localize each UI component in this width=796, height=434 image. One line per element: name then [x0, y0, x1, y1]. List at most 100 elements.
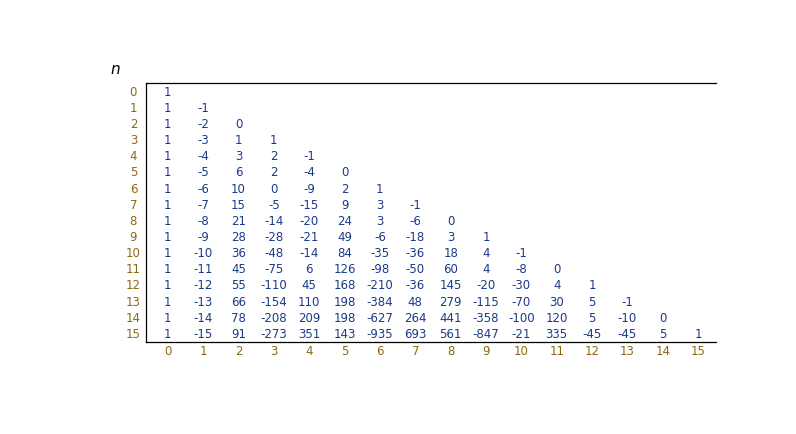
- Text: -110: -110: [260, 279, 287, 292]
- Text: 1: 1: [164, 311, 171, 324]
- Text: 1: 1: [164, 295, 171, 308]
- Text: -6: -6: [197, 182, 209, 195]
- Text: -15: -15: [299, 198, 319, 211]
- Text: 4: 4: [482, 263, 490, 276]
- Text: -4: -4: [303, 166, 315, 179]
- Text: -1: -1: [622, 295, 634, 308]
- Text: 60: 60: [443, 263, 458, 276]
- Text: -45: -45: [583, 327, 602, 340]
- Text: 10: 10: [514, 344, 529, 357]
- Text: 1: 1: [164, 166, 171, 179]
- Text: -10: -10: [618, 311, 637, 324]
- Text: 10: 10: [126, 247, 141, 260]
- Text: 21: 21: [231, 214, 246, 227]
- Text: 4: 4: [130, 150, 137, 163]
- Text: -115: -115: [473, 295, 499, 308]
- Text: -15: -15: [193, 327, 213, 340]
- Text: 143: 143: [334, 327, 356, 340]
- Text: 7: 7: [412, 344, 419, 357]
- Text: 5: 5: [588, 295, 595, 308]
- Text: 1: 1: [164, 198, 171, 211]
- Text: -12: -12: [193, 279, 213, 292]
- Text: 36: 36: [231, 247, 246, 260]
- Text: 209: 209: [298, 311, 320, 324]
- Text: 4: 4: [306, 344, 313, 357]
- Text: -75: -75: [264, 263, 283, 276]
- Text: 55: 55: [231, 279, 246, 292]
- Text: 1: 1: [164, 134, 171, 147]
- Text: 24: 24: [337, 214, 352, 227]
- Text: 0: 0: [235, 118, 242, 131]
- Text: -3: -3: [197, 134, 209, 147]
- Text: -21: -21: [299, 230, 319, 243]
- Text: -98: -98: [370, 263, 389, 276]
- Text: -9: -9: [197, 230, 209, 243]
- Text: 6: 6: [306, 263, 313, 276]
- Text: 48: 48: [408, 295, 423, 308]
- Text: 45: 45: [302, 279, 317, 292]
- Text: 1: 1: [164, 182, 171, 195]
- Text: 0: 0: [553, 263, 560, 276]
- Text: -45: -45: [618, 327, 637, 340]
- Text: 1: 1: [694, 327, 702, 340]
- Text: 84: 84: [338, 247, 352, 260]
- Text: -11: -11: [193, 263, 213, 276]
- Text: 1: 1: [164, 230, 171, 243]
- Text: -7: -7: [197, 198, 209, 211]
- Text: 13: 13: [620, 344, 635, 357]
- Text: -14: -14: [264, 214, 283, 227]
- Text: -5: -5: [268, 198, 279, 211]
- Text: -8: -8: [516, 263, 527, 276]
- Text: 13: 13: [126, 295, 141, 308]
- Text: -21: -21: [512, 327, 531, 340]
- Text: 1: 1: [164, 118, 171, 131]
- Text: -2: -2: [197, 118, 209, 131]
- Text: 4: 4: [553, 279, 560, 292]
- Text: 6: 6: [235, 166, 242, 179]
- Text: 11: 11: [126, 263, 141, 276]
- Text: 264: 264: [404, 311, 427, 324]
- Text: 279: 279: [439, 295, 462, 308]
- Text: 1: 1: [164, 214, 171, 227]
- Text: 18: 18: [443, 247, 458, 260]
- Text: 4: 4: [482, 247, 490, 260]
- Text: 3: 3: [130, 134, 137, 147]
- Text: 0: 0: [164, 344, 171, 357]
- Text: -627: -627: [366, 311, 393, 324]
- Text: -358: -358: [473, 311, 499, 324]
- Text: -100: -100: [508, 311, 535, 324]
- Text: -1: -1: [409, 198, 421, 211]
- Text: 15: 15: [231, 198, 246, 211]
- Text: 561: 561: [439, 327, 462, 340]
- Text: 3: 3: [235, 150, 242, 163]
- Text: -28: -28: [264, 230, 283, 243]
- Text: -273: -273: [260, 327, 287, 340]
- Text: -20: -20: [476, 279, 496, 292]
- Text: n: n: [111, 62, 120, 77]
- Text: 5: 5: [130, 166, 137, 179]
- Text: 45: 45: [231, 263, 246, 276]
- Text: -48: -48: [264, 247, 283, 260]
- Text: -208: -208: [260, 311, 287, 324]
- Text: 335: 335: [545, 327, 568, 340]
- Text: -6: -6: [374, 230, 386, 243]
- Text: 2: 2: [341, 182, 349, 195]
- Text: 693: 693: [404, 327, 427, 340]
- Text: 78: 78: [231, 311, 246, 324]
- Text: 1: 1: [164, 327, 171, 340]
- Text: 2: 2: [270, 150, 278, 163]
- Text: 66: 66: [231, 295, 246, 308]
- Text: 1: 1: [270, 134, 278, 147]
- Text: -70: -70: [512, 295, 531, 308]
- Text: 9: 9: [341, 198, 349, 211]
- Text: 168: 168: [334, 279, 356, 292]
- Text: -847: -847: [473, 327, 499, 340]
- Text: -154: -154: [260, 295, 287, 308]
- Text: 9: 9: [130, 230, 137, 243]
- Text: 351: 351: [298, 327, 320, 340]
- Text: -9: -9: [303, 182, 315, 195]
- Text: 145: 145: [439, 279, 462, 292]
- Text: 1: 1: [235, 134, 242, 147]
- Text: -1: -1: [515, 247, 527, 260]
- Text: -13: -13: [193, 295, 213, 308]
